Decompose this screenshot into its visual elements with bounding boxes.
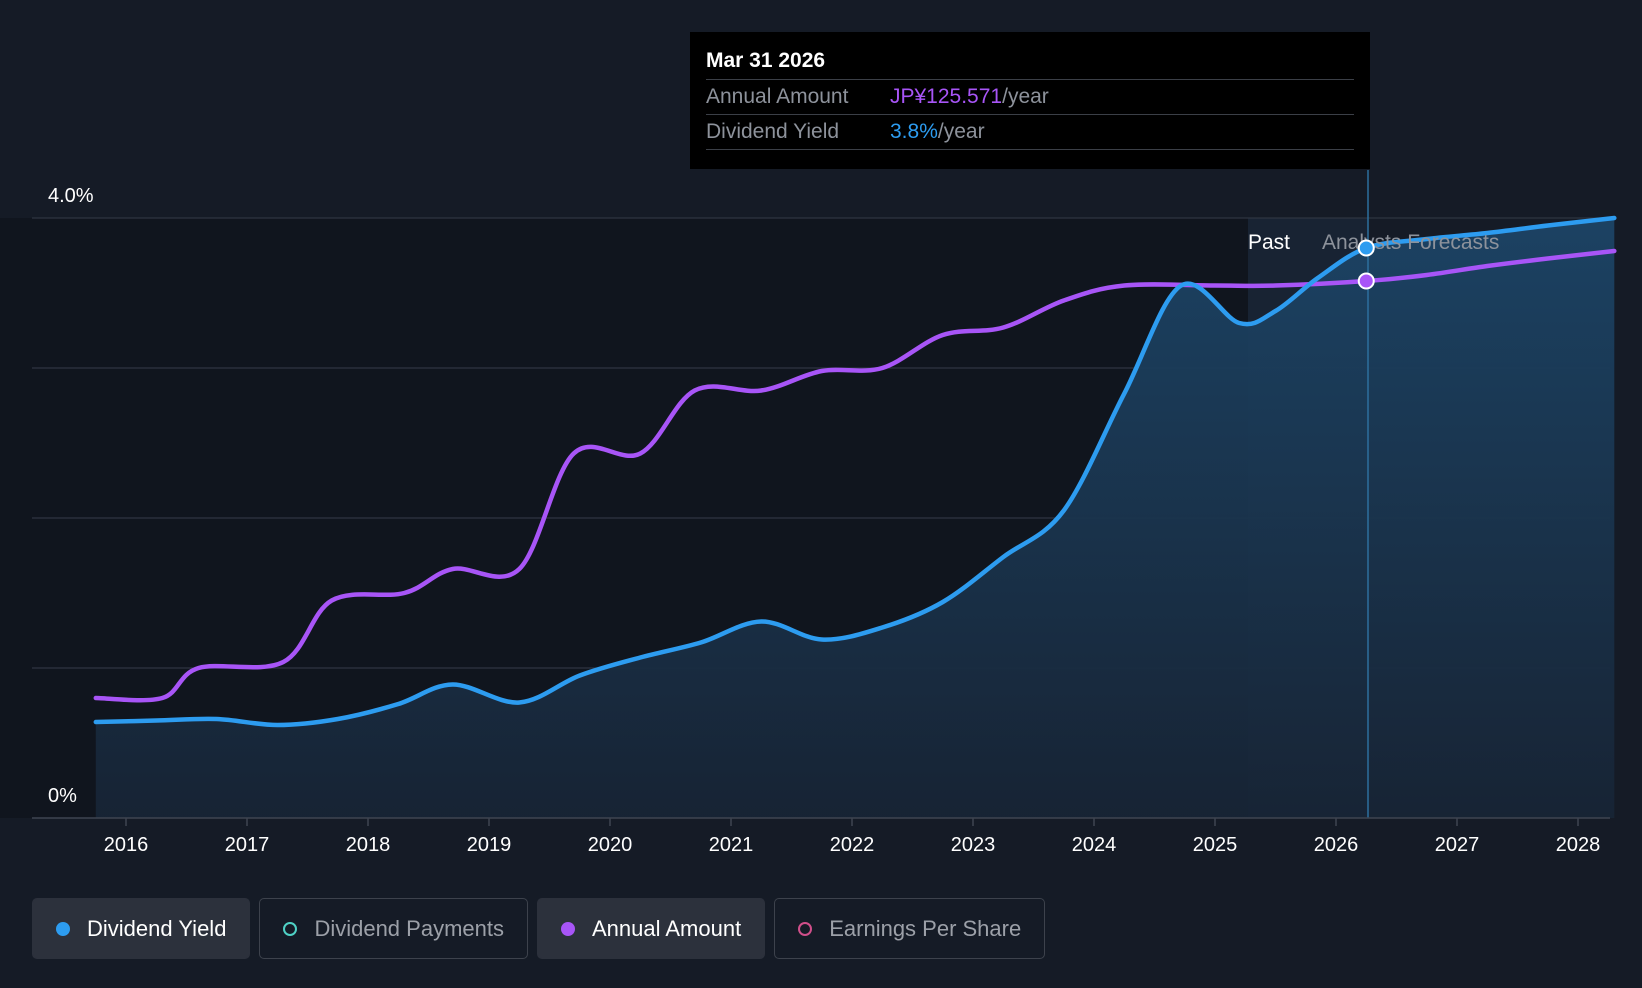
x-tick-label-2019: 2019 bbox=[467, 834, 512, 856]
legend-dividend-yield[interactable]: Dividend Yield bbox=[32, 898, 251, 959]
x-tick-label-2020: 2020 bbox=[588, 834, 633, 856]
x-tick-label-2021: 2021 bbox=[709, 834, 754, 856]
dividend-yield-line bbox=[93, 215, 1617, 728]
legend-earnings-per-share-label: Earnings Per Share bbox=[829, 915, 1022, 941]
x-tick-label-2018: 2018 bbox=[346, 834, 391, 856]
x-tick-label-2023: 2023 bbox=[951, 834, 996, 856]
legend-dividend-payments-dot-icon bbox=[283, 921, 298, 936]
legend-annual-amount-label: Annual Amount bbox=[591, 915, 742, 941]
x-tick-label-2026: 2026 bbox=[1314, 834, 1359, 856]
tooltip-annual-amount-value: JP¥125.571 bbox=[890, 85, 1003, 108]
tooltip-annual-amount-unit: /year bbox=[1002, 85, 1049, 108]
tooltip-dividend-yield-value: 3.8% bbox=[890, 120, 938, 143]
x-tick-label-2027: 2027 bbox=[1435, 834, 1480, 856]
tooltip-annual-amount-row: Annual Amount JP¥125.571 /year bbox=[706, 80, 1354, 115]
x-tick-label-2025: 2025 bbox=[1193, 834, 1238, 856]
x-tick-label-2024: 2024 bbox=[1072, 834, 1117, 856]
annual-amount-marker bbox=[1357, 272, 1375, 290]
legend-annual-amount[interactable]: Annual Amount bbox=[536, 898, 766, 959]
x-tick-label-2016: 2016 bbox=[104, 834, 149, 856]
legend-earnings-per-share[interactable]: Earnings Per Share bbox=[774, 898, 1046, 959]
y-label-bottom: 0% bbox=[48, 785, 77, 807]
tooltip-date: Mar 31 2026 bbox=[706, 46, 1354, 80]
x-tick-label-2028: 2028 bbox=[1556, 834, 1601, 856]
legend-dividend-yield-label: Dividend Yield bbox=[87, 915, 227, 941]
forecast-label: Analysts Forecasts bbox=[1322, 231, 1499, 254]
tooltip-annual-amount-label: Annual Amount bbox=[706, 85, 849, 108]
tooltip: Mar 31 2026 Annual Amount JP¥125.571 /ye… bbox=[690, 32, 1370, 169]
legend-annual-amount-dot-icon bbox=[560, 921, 575, 936]
x-tick-label-2022: 2022 bbox=[830, 834, 875, 856]
x-tick-label-2017: 2017 bbox=[225, 834, 270, 856]
legend-earnings-per-share-dot-icon bbox=[798, 921, 813, 936]
legend-dividend-yield-dot-icon bbox=[56, 921, 70, 936]
legend: Dividend Yield Dividend Payments Annual … bbox=[32, 898, 1046, 959]
legend-dividend-payments[interactable]: Dividend Payments bbox=[259, 898, 528, 959]
tooltip-dividend-yield-label: Dividend Yield bbox=[706, 120, 840, 143]
legend-dividend-payments-label: Dividend Payments bbox=[314, 915, 504, 941]
dividend-yield-area bbox=[95, 218, 1615, 818]
annual-amount-line bbox=[93, 248, 1617, 703]
tooltip-dividend-yield-unit: /year bbox=[937, 120, 985, 143]
y-label-top: 4.0% bbox=[48, 185, 94, 207]
dividend-yield-marker bbox=[1357, 239, 1375, 257]
past-label: Past bbox=[1248, 231, 1290, 254]
tooltip-dividend-yield-row: Dividend Yield 3.8% /year bbox=[706, 115, 1354, 150]
